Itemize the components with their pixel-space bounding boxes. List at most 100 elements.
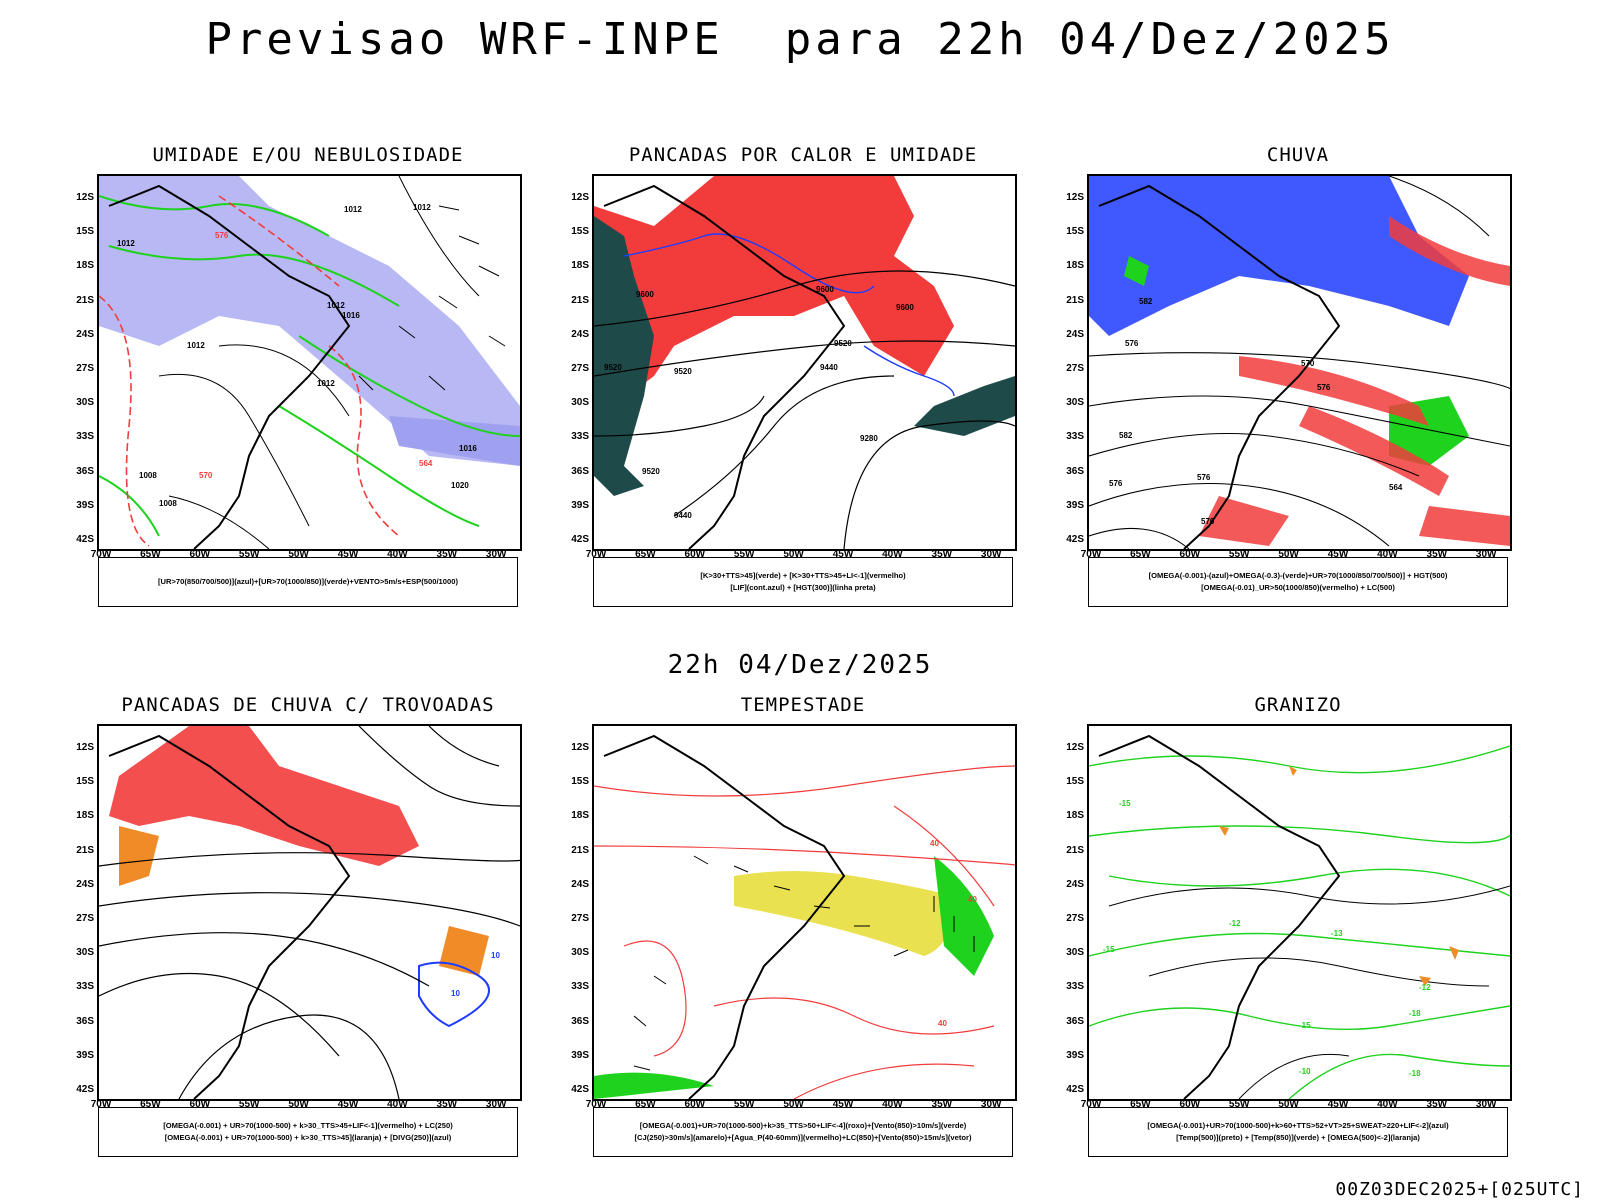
lat-tick-label: 39S	[571, 1049, 589, 1061]
legend-line: [OMEGA(-0.001) + UR>70(1000-500) + k>30_…	[164, 1133, 452, 1142]
omega-blue	[1089, 176, 1469, 336]
contour-label: -15	[1103, 945, 1115, 954]
contour-label: 564	[419, 459, 433, 468]
contour-label: 9440	[820, 363, 838, 372]
lon-tick-label: 30W	[1475, 549, 1497, 560]
lat-tick-label: 30S	[76, 947, 94, 959]
contour-label: -10	[1299, 1067, 1311, 1076]
panel-title: CHUVA	[1266, 144, 1330, 166]
omega-green	[1124, 256, 1469, 466]
lat-tick-label: 33S	[571, 431, 589, 443]
map-canvas: 1012 1012 1012 1012 1016 1012 1012 1016 …	[99, 176, 520, 549]
legend-line: [OMEGA(-0.001)+UR>70(1000-500)+k>60+TTS>…	[1147, 1121, 1449, 1130]
coastline-borders	[603, 734, 846, 1099]
panel-title: UMIDADE E/OU NEBULOSIDADE	[152, 144, 464, 166]
contour-label: -12	[1229, 919, 1241, 928]
lon-tick-label: 60W	[1179, 549, 1201, 560]
contour-label: 1012	[117, 239, 135, 248]
legend-box: [OMEGA(-0.001)+UR>70(1000-500)+k>35_TTS>…	[593, 1107, 1013, 1157]
contour-label: 40	[938, 1019, 947, 1028]
panel-title: GRANIZO	[1254, 694, 1342, 716]
lon-tick-label: 65W	[1130, 549, 1151, 560]
lat-tick-label: 36S	[1066, 465, 1084, 477]
contour-label: -12	[1419, 983, 1431, 992]
lat-tick-label: 39S	[76, 1049, 94, 1061]
lon-tick-label: 30W	[980, 549, 1002, 560]
contour-label: 10	[491, 951, 500, 960]
lon-tick-label: 35W	[436, 549, 458, 560]
lat-tick-label: 18S	[1066, 260, 1084, 272]
lon-tick-label: 30W	[485, 1099, 507, 1110]
map-annotations: 40 40 40	[930, 839, 977, 1028]
lon-tick-label: 40W	[1377, 1099, 1398, 1110]
coastline-borders	[108, 184, 351, 549]
lat-tick-label: 18S	[76, 260, 94, 272]
lat-tick-label: 30S	[1066, 397, 1084, 409]
precipitable-water-red	[594, 765, 1015, 1099]
legend-line: [CJ(250)>30m/s](amarelo)+[Agua_P(40-60mm…	[634, 1133, 972, 1142]
lat-tick-label: 15S	[76, 226, 94, 238]
lon-tick-label: 50W	[288, 549, 309, 560]
lat-tick-label: 21S	[1066, 844, 1084, 856]
contour-label: 576	[1109, 479, 1123, 488]
lon-tick-label: 45W	[1327, 549, 1349, 560]
contour-label: 9280	[860, 434, 878, 443]
lat-tick-label: 27S	[1066, 363, 1084, 374]
lat-tick-label: 24S	[571, 328, 589, 340]
contour-label: 9520	[642, 467, 660, 476]
lat-tick-label: 39S	[1066, 1049, 1084, 1061]
lat-tick-label: 30S	[571, 947, 589, 959]
contour-label: 1016	[342, 311, 360, 320]
lat-tick-label: 27S	[571, 913, 589, 924]
legend-box: [OMEGA(-0.001)-(azul)+OMEGA(-0.3)-(verde…	[1088, 557, 1508, 607]
lon-tick-label: 45W	[337, 1099, 359, 1110]
lat-tick-label: 27S	[76, 913, 94, 924]
coastline-borders	[1098, 184, 1341, 549]
lon-tick-label: 70W	[585, 549, 607, 560]
contour-label: 570	[1301, 359, 1315, 368]
legend-line: [OMEGA(-0.001)+UR>70(1000-500)+k>35_TTS>…	[639, 1121, 967, 1130]
lon-tick-label: 70W	[585, 1099, 607, 1110]
contour-label: 576	[1125, 339, 1139, 348]
map-umidade: 1012 1012 1012 1012 1016 1012 1012 1016 …	[97, 174, 522, 551]
map-annotations: 9600 9600 9600 9520 9520 9440 9520 9280 …	[604, 285, 914, 520]
lat-tick-label: 27S	[571, 363, 589, 374]
lon-tick-label: 50W	[783, 1099, 804, 1110]
contour-label: 1012	[187, 341, 205, 350]
contour-label: 582	[1139, 297, 1153, 306]
legend-line: [LIF](cont.azul) + [HGT(300)](linha pret…	[730, 583, 876, 592]
lat-tick-label: 12S	[571, 742, 589, 753]
lat-tick-label: 18S	[571, 810, 589, 822]
lon-tick-label: 40W	[882, 1099, 903, 1110]
main-title: Previsao WRF-INPE para 22h 04/Dez/2025	[205, 14, 1395, 65]
contour-label: 1008	[139, 471, 157, 480]
contour-label: 9520	[834, 339, 852, 348]
temp500-black	[1108, 885, 1510, 1099]
contour-label: 576	[1317, 383, 1331, 392]
lon-tick-label: 40W	[387, 1099, 408, 1110]
lat-tick-label: 24S	[1066, 878, 1084, 890]
lon-tick-label: 30W	[485, 549, 507, 560]
lat-tick-label: 18S	[571, 260, 589, 272]
thickness-red-dashed	[99, 195, 400, 547]
wind-vectors	[633, 855, 975, 1071]
rh-green-contours	[99, 195, 520, 537]
lon-tick-label: 40W	[387, 549, 408, 560]
lat-tick-label: 36S	[571, 1015, 589, 1027]
lat-tick-label: 27S	[76, 363, 94, 374]
lat-tick-label: 36S	[76, 1015, 94, 1027]
lat-tick-label: 12S	[76, 742, 94, 753]
lon-tick-label: 50W	[1278, 1099, 1299, 1110]
legend-box: [UR>70(850/700/500)](azul)+[UR>70(1000/8…	[98, 557, 518, 607]
legend-box: [OMEGA(-0.001)+UR>70(1000-500)+k>60+TTS>…	[1088, 1107, 1508, 1157]
lon-tick-label: 55W	[1228, 1099, 1250, 1110]
wind-green	[594, 856, 994, 1099]
lat-tick-label: 39S	[1066, 499, 1084, 511]
contour-label: 10	[451, 989, 460, 998]
lat-tick-label: 36S	[76, 465, 94, 477]
lat-tick-label: 15S	[76, 776, 94, 788]
lat-tick-label: 24S	[571, 878, 589, 890]
lon-tick-label: 60W	[189, 549, 211, 560]
lat-tick-label: 18S	[76, 810, 94, 822]
lon-tick-label: 35W	[931, 549, 953, 560]
